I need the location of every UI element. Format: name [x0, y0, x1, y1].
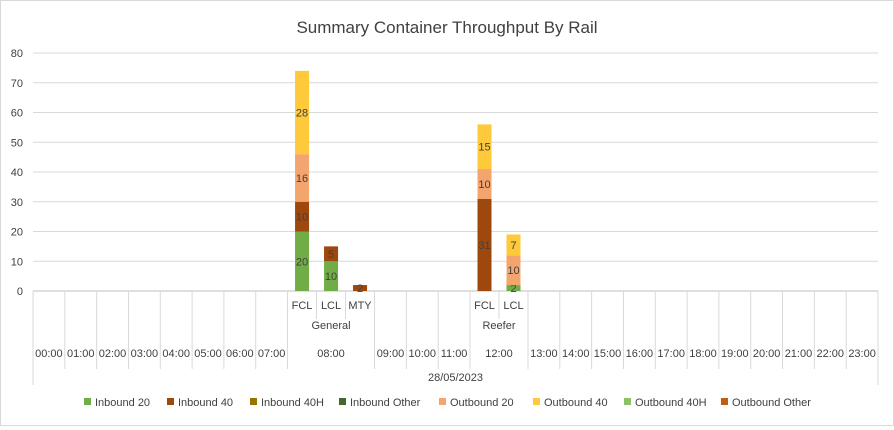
hour-label: 00:00	[35, 348, 63, 360]
chart-title: Summary Container Throughput By Rail	[296, 18, 597, 37]
legend-swatch	[533, 398, 540, 405]
legend-label: Inbound 40	[178, 397, 233, 409]
legend-swatch	[721, 398, 728, 405]
bar-segment-1200-fcl-inbound-40	[477, 198, 492, 291]
legend-swatch	[250, 398, 257, 405]
bar-segment-0800-mty-inbound-40	[353, 285, 368, 291]
legend-label: Inbound 40H	[261, 397, 324, 409]
date-label: 28/05/2023	[428, 372, 483, 384]
bar-data-label: 31	[478, 240, 490, 252]
hour-label: 01:00	[67, 348, 95, 360]
hour-label: 22:00	[817, 348, 845, 360]
hour-label: 06:00	[226, 348, 254, 360]
group-label: Reefer	[482, 320, 515, 332]
category-label: MTY	[348, 300, 372, 312]
legend-swatch	[339, 398, 346, 405]
y-tick-label: 80	[11, 48, 23, 60]
hour-label: 09:00	[377, 348, 405, 360]
legend-label: Outbound 40	[544, 397, 608, 409]
hour-label: 11:00	[441, 348, 468, 360]
y-tick-label: 60	[11, 108, 23, 120]
legend: Inbound 20 Inbound 40 Inbound 40H Inbound O…	[84, 397, 811, 409]
hour-label: 23:00	[848, 348, 876, 360]
hour-label: 14:00	[562, 348, 590, 360]
hour-label: 10:00	[409, 348, 437, 360]
bar-data-label: 10	[296, 212, 308, 224]
y-tick-label: 70	[11, 78, 23, 90]
legend-label: Outbound Other	[732, 397, 811, 409]
hour-label: 12:00	[485, 348, 513, 360]
legend-label: Outbound 20	[450, 397, 514, 409]
bar-data-label: 5	[328, 249, 334, 261]
y-tick-label: 40	[11, 167, 23, 179]
hour-label: 19:00	[721, 348, 749, 360]
bar-segment-0800-lcl-inbound-40	[324, 246, 339, 262]
hour-label: 07:00	[258, 348, 286, 360]
legend-swatch	[167, 398, 174, 405]
hour-label: 16:00	[626, 348, 654, 360]
y-tick-label: 20	[11, 227, 23, 239]
hour-label: 15:00	[594, 348, 622, 360]
bar-data-label: 15	[478, 142, 490, 154]
y-tick-label: 0	[17, 286, 23, 298]
y-axis-ticks: 0 10 20 30 40 50 60 70 80	[11, 48, 23, 298]
bar-data-label: 2	[357, 283, 363, 295]
bar-segment-0800-fcl-outbound-40	[295, 70, 310, 155]
category-label: LCL	[503, 300, 523, 312]
bar-data-label: 7	[510, 240, 516, 252]
bar-data-label: 10	[507, 265, 519, 277]
category-label: FCL	[474, 300, 495, 312]
legend-label: Inbound 20	[95, 397, 150, 409]
hour-label: 18:00	[689, 348, 717, 360]
bar-data-label: 16	[296, 173, 308, 185]
y-tick-label: 10	[11, 256, 23, 268]
hour-label: 21:00	[785, 348, 813, 360]
hour-label: 20:00	[753, 348, 781, 360]
y-tick-label: 50	[11, 137, 23, 149]
bar-segment-0800-fcl-inbound-20	[295, 231, 310, 291]
x-axis: 00:00 01:00 02:00 03:00 04:00 05:00 06:00 07:00…	[32, 291, 879, 385]
bar-data-label: 28	[296, 108, 308, 120]
bar-segment-0800-fcl-outbound-20	[295, 154, 310, 202]
bar-data-label: 10	[478, 179, 490, 191]
hour-label: 13:00	[530, 348, 558, 360]
bar-data-label: 20	[296, 256, 308, 268]
legend-swatch	[439, 398, 446, 405]
grid-lines	[33, 52, 878, 292]
hour-label: 05:00	[194, 348, 222, 360]
legend-swatch	[624, 398, 631, 405]
legend-label: Outbound 40H	[635, 397, 707, 409]
bar-segment-0800-lcl-inbound-20	[324, 261, 339, 291]
bar-segment-1200-lcl-outbound-20	[506, 255, 521, 286]
bar-data-label: 10	[325, 271, 337, 283]
bar-segment-0800-fcl-inbound-40	[295, 201, 310, 232]
legend-swatch	[84, 398, 91, 405]
group-label: General	[311, 320, 350, 332]
bar-data-label: 2	[510, 283, 516, 295]
hour-label: 08:00	[317, 348, 345, 360]
legend-label: Inbound Other	[350, 397, 421, 409]
hour-label: 04:00	[162, 348, 190, 360]
hour-label: 02:00	[99, 348, 127, 360]
bar-segment-1200-fcl-outbound-20	[477, 169, 492, 199]
hour-label: 03:00	[131, 348, 159, 360]
y-tick-label: 30	[11, 197, 23, 209]
bar-segment-1200-lcl-inbound-20	[506, 285, 521, 291]
bar-segment-1200-fcl-outbound-40	[477, 124, 492, 170]
category-label: LCL	[321, 300, 341, 312]
bar-segment-1200-lcl-outbound-40	[506, 234, 521, 256]
category-label: FCL	[292, 300, 313, 312]
hour-label: 17:00	[657, 348, 685, 360]
